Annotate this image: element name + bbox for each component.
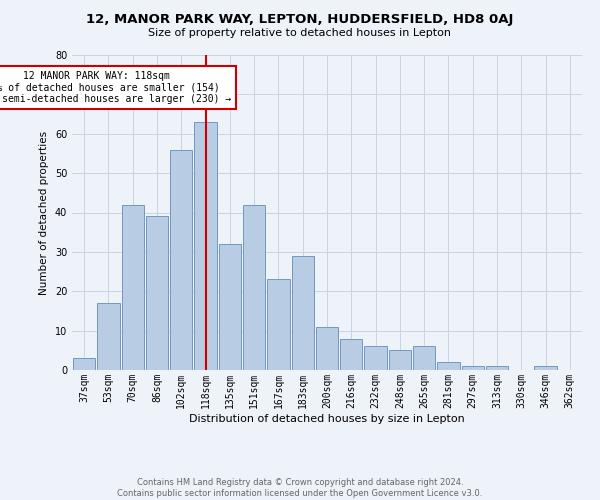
Bar bbox=[316, 326, 338, 370]
Bar bbox=[146, 216, 168, 370]
Bar bbox=[437, 362, 460, 370]
Bar bbox=[486, 366, 508, 370]
Bar bbox=[243, 204, 265, 370]
Bar bbox=[170, 150, 193, 370]
Bar bbox=[292, 256, 314, 370]
Bar bbox=[73, 358, 95, 370]
Text: 12, MANOR PARK WAY, LEPTON, HUDDERSFIELD, HD8 0AJ: 12, MANOR PARK WAY, LEPTON, HUDDERSFIELD… bbox=[86, 12, 514, 26]
Bar bbox=[461, 366, 484, 370]
X-axis label: Distribution of detached houses by size in Lepton: Distribution of detached houses by size … bbox=[189, 414, 465, 424]
Bar bbox=[122, 204, 144, 370]
Bar bbox=[194, 122, 217, 370]
Text: Size of property relative to detached houses in Lepton: Size of property relative to detached ho… bbox=[149, 28, 452, 38]
Bar bbox=[389, 350, 411, 370]
Bar bbox=[364, 346, 387, 370]
Bar bbox=[267, 280, 290, 370]
Bar bbox=[218, 244, 241, 370]
Text: 12 MANOR PARK WAY: 118sqm
← 40% of detached houses are smaller (154)
60% of semi: 12 MANOR PARK WAY: 118sqm ← 40% of detac… bbox=[0, 70, 232, 104]
Bar bbox=[413, 346, 436, 370]
Bar bbox=[535, 366, 557, 370]
Y-axis label: Number of detached properties: Number of detached properties bbox=[39, 130, 49, 294]
Text: Contains HM Land Registry data © Crown copyright and database right 2024.
Contai: Contains HM Land Registry data © Crown c… bbox=[118, 478, 482, 498]
Bar bbox=[340, 338, 362, 370]
Bar bbox=[97, 303, 119, 370]
